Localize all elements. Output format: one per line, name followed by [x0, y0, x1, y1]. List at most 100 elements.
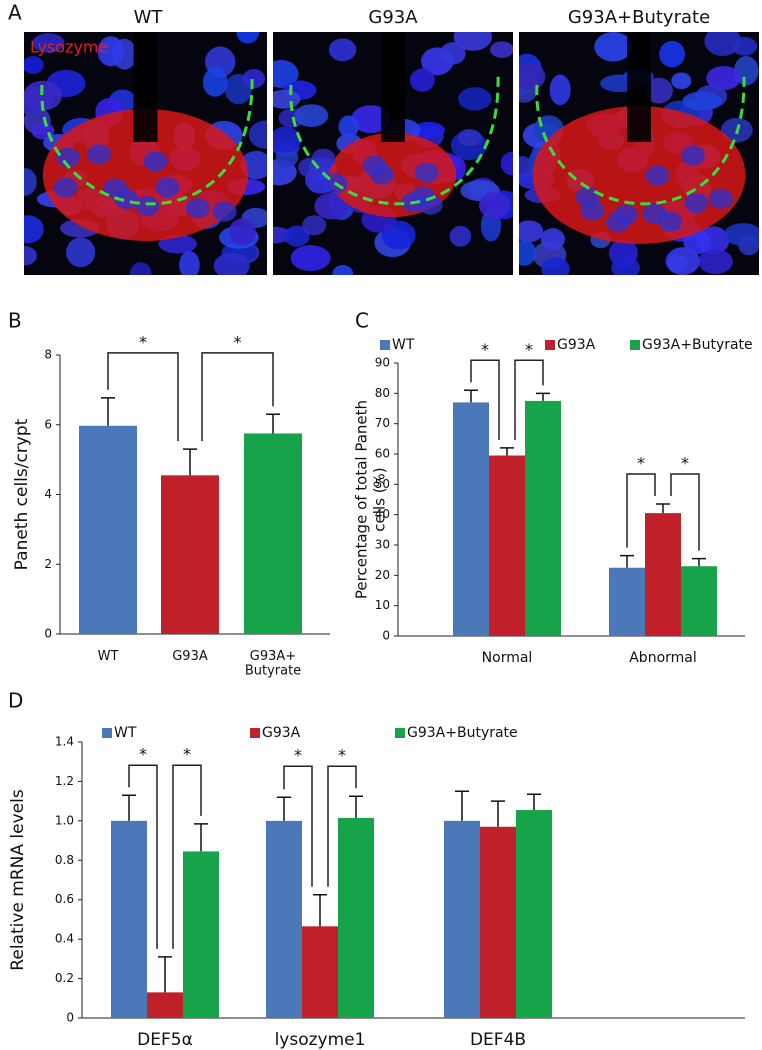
nucleus [671, 72, 692, 90]
panel-label: B [8, 309, 22, 333]
nucleus [606, 212, 631, 233]
y-tick-label: 30 [375, 538, 390, 552]
nucleus [680, 145, 705, 166]
bar [444, 820, 480, 1018]
significance-bracket [107, 352, 179, 442]
significance-bracket [626, 473, 656, 548]
bar [266, 820, 302, 1018]
bar [147, 992, 183, 1018]
nucleus [706, 66, 741, 91]
y-axis-label: Paneth cells/crypt [12, 418, 32, 570]
y-tick-label: 6 [44, 417, 52, 431]
legend-label: G93A [262, 725, 301, 741]
nucleus [549, 74, 571, 106]
nucleus [229, 218, 256, 246]
bar [516, 810, 552, 1018]
stain-label: Lysozyme [30, 38, 108, 57]
bar [161, 475, 219, 634]
nucleus [114, 189, 139, 210]
nucleus [294, 104, 329, 127]
image-title: G93A+Butyrate [568, 7, 710, 28]
error-bar [194, 823, 208, 852]
nucleus [97, 36, 125, 67]
error-bar [527, 793, 541, 811]
y-tick-label: 80 [375, 386, 390, 400]
y-tick-label: 10 [375, 598, 390, 612]
bar [453, 402, 489, 636]
y-tick-label: 0.6 [55, 892, 74, 906]
nucleus [453, 32, 492, 51]
y-tick-label: 2 [44, 557, 52, 571]
bar [480, 826, 516, 1018]
bar [79, 425, 137, 634]
y-tick-label: 50 [375, 477, 390, 491]
error-bar [620, 554, 634, 568]
nucleus [213, 252, 250, 275]
image-title: WT [134, 7, 164, 28]
nucleus [273, 59, 299, 88]
nucleus [478, 192, 511, 219]
nucleus [143, 151, 168, 172]
significance-label: * [183, 745, 191, 764]
micrograph [24, 32, 267, 275]
significance-label: * [637, 454, 645, 473]
nucleus [457, 129, 482, 147]
error-bar [349, 795, 363, 818]
nucleus [273, 126, 302, 153]
significance-label: * [294, 746, 302, 765]
nucleus [412, 121, 445, 139]
nucleus [185, 198, 210, 219]
nucleus [519, 220, 544, 243]
y-tick-label: 8 [44, 348, 52, 362]
bar [609, 567, 645, 636]
nucleus [24, 215, 44, 244]
nucleus [683, 229, 711, 255]
nucleus [130, 262, 152, 275]
error-bar [277, 796, 291, 821]
panel-label: A [8, 1, 22, 25]
nucleus [338, 115, 359, 138]
nucleus [24, 56, 44, 74]
nucleus [135, 196, 160, 217]
error-bar [122, 794, 136, 821]
nucleus [709, 188, 734, 209]
legend-label: WT [114, 725, 137, 741]
bar [338, 817, 374, 1018]
nucleus [362, 155, 387, 176]
x-tick-label: G93A+ Butyrate [245, 649, 301, 678]
nucleus [645, 165, 670, 186]
y-tick-label: 4 [44, 487, 52, 501]
nucleus [439, 42, 466, 65]
x-tick-label: DEF4B [470, 1030, 526, 1050]
x-tick-label: G93A [172, 649, 208, 664]
lumen [381, 32, 405, 142]
bar [645, 513, 681, 636]
y-tick-label: 90 [375, 356, 390, 370]
x-tick-label: DEF5α [137, 1030, 193, 1050]
nucleus [594, 32, 633, 62]
y-tick-label: 40 [375, 507, 390, 521]
error-bar [183, 448, 197, 476]
legend-swatch [630, 340, 640, 350]
nucleus [290, 245, 331, 272]
nucleus [414, 162, 439, 183]
nucleus [519, 240, 537, 266]
nucleus [328, 38, 357, 62]
nucleus [658, 211, 683, 232]
significance-bracket [172, 764, 202, 949]
micrograph [273, 32, 513, 275]
legend-label: G93A+Butyrate [642, 337, 753, 353]
y-axis-label: Percentage of total Paneth [353, 400, 371, 599]
micrograph [519, 32, 759, 275]
nucleus [273, 89, 301, 109]
nucleus [580, 200, 605, 221]
error-bar [313, 894, 327, 927]
nucleus [179, 250, 200, 275]
significance-bracket [327, 765, 357, 887]
nucleus [248, 120, 267, 149]
significance-bracket [201, 352, 274, 442]
y-tick-label: 70 [375, 416, 390, 430]
image-title: G93A [368, 7, 418, 28]
significance-label: * [139, 332, 147, 351]
